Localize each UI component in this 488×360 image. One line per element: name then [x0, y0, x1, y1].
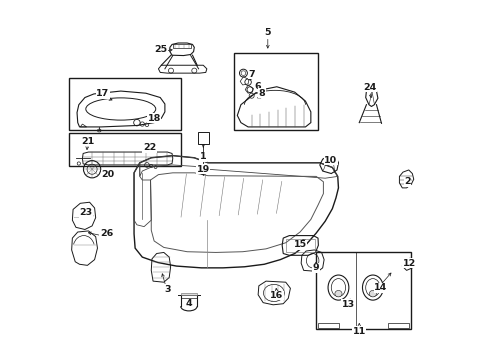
Text: 6: 6 [254, 82, 260, 91]
Text: 3: 3 [164, 285, 170, 294]
Text: 7: 7 [248, 70, 254, 79]
Bar [285, 239, 314, 252]
Text: 11: 11 [352, 327, 365, 336]
Text: 21: 21 [81, 137, 94, 146]
Text: 23: 23 [79, 208, 92, 217]
Bar [198, 132, 208, 144]
Ellipse shape [334, 291, 341, 297]
Text: 20: 20 [102, 170, 115, 179]
Text: 5: 5 [264, 28, 270, 37]
Bar [69, 134, 180, 166]
Text: 26: 26 [100, 229, 113, 238]
Bar [69, 78, 180, 130]
Text: 4: 4 [185, 299, 192, 308]
Text: 15: 15 [293, 240, 306, 249]
Text: 24: 24 [363, 83, 376, 92]
Text: 12: 12 [402, 259, 415, 268]
Text: 1: 1 [200, 152, 206, 161]
Text: 14: 14 [373, 283, 386, 292]
Text: 2: 2 [404, 177, 410, 186]
Text: 9: 9 [312, 264, 319, 273]
Bar [233, 53, 317, 130]
Text: 16: 16 [269, 291, 283, 300]
Bar [180, 293, 197, 296]
Bar [387, 323, 408, 328]
Text: 19: 19 [196, 165, 209, 174]
Text: 8: 8 [258, 89, 264, 98]
Text: 13: 13 [341, 300, 354, 309]
Text: 22: 22 [142, 143, 156, 152]
Text: 18: 18 [147, 114, 161, 123]
Bar [318, 323, 339, 328]
Text: 10: 10 [324, 156, 336, 165]
Ellipse shape [368, 291, 376, 297]
Text: 25: 25 [154, 45, 167, 54]
Text: 17: 17 [96, 89, 109, 98]
Bar [316, 252, 410, 329]
